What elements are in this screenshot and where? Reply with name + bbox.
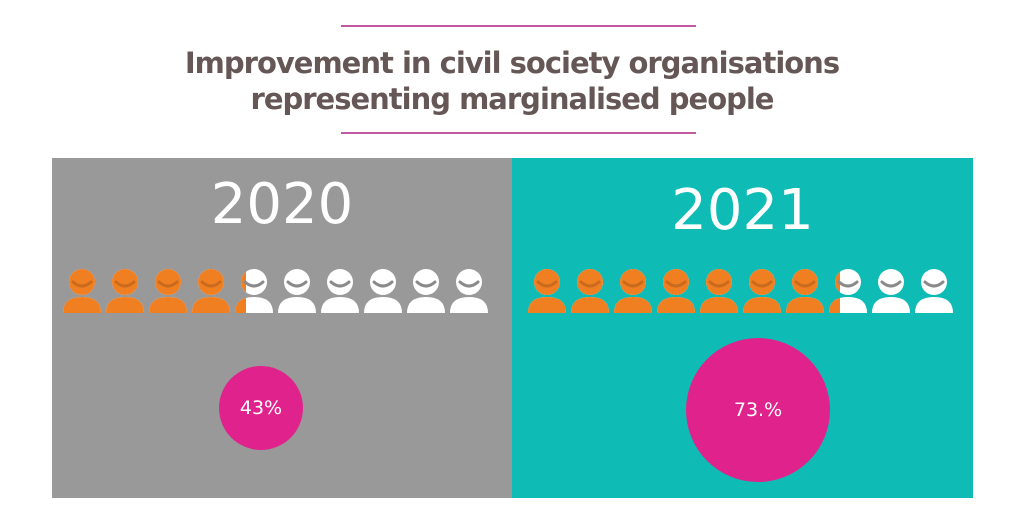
person-icon bbox=[571, 269, 609, 313]
person-icon bbox=[364, 269, 402, 313]
person-icon bbox=[450, 269, 488, 313]
person-icon bbox=[700, 269, 738, 313]
person-icon bbox=[915, 269, 953, 313]
panel-2021: 2021 73.% bbox=[512, 158, 973, 498]
person-icon bbox=[407, 269, 445, 313]
year-label-2021: 2021 bbox=[671, 178, 814, 243]
person-icon bbox=[786, 269, 824, 313]
title-rule-bottom bbox=[341, 132, 696, 134]
title-line-2: representing marginalised people bbox=[250, 82, 775, 116]
person-icon bbox=[321, 269, 359, 313]
title-line-1: Improvement in civil society organisatio… bbox=[184, 46, 840, 80]
chart-title: Improvement in civil society organisatio… bbox=[0, 45, 1024, 117]
person-icon bbox=[149, 269, 187, 313]
person-icon bbox=[235, 269, 273, 313]
person-icon bbox=[872, 269, 910, 313]
title-rule-top bbox=[341, 25, 696, 27]
year-label-2020: 2020 bbox=[210, 172, 354, 237]
percentage-label-2020: 43% bbox=[239, 397, 283, 419]
panel-2020: 2020 43% bbox=[52, 158, 512, 498]
person-icon bbox=[743, 269, 781, 313]
person-icon bbox=[63, 269, 101, 313]
percentage-label-2021: 73.% bbox=[733, 399, 783, 421]
person-icon bbox=[192, 269, 230, 313]
person-icon bbox=[528, 269, 566, 313]
percentage-badge-2021: 73.% bbox=[686, 338, 830, 482]
person-icon bbox=[614, 269, 652, 313]
person-icon bbox=[829, 269, 867, 313]
percentage-badge-2020: 43% bbox=[219, 366, 303, 450]
person-icon bbox=[278, 269, 316, 313]
person-icon bbox=[106, 269, 144, 313]
person-icon bbox=[657, 269, 695, 313]
